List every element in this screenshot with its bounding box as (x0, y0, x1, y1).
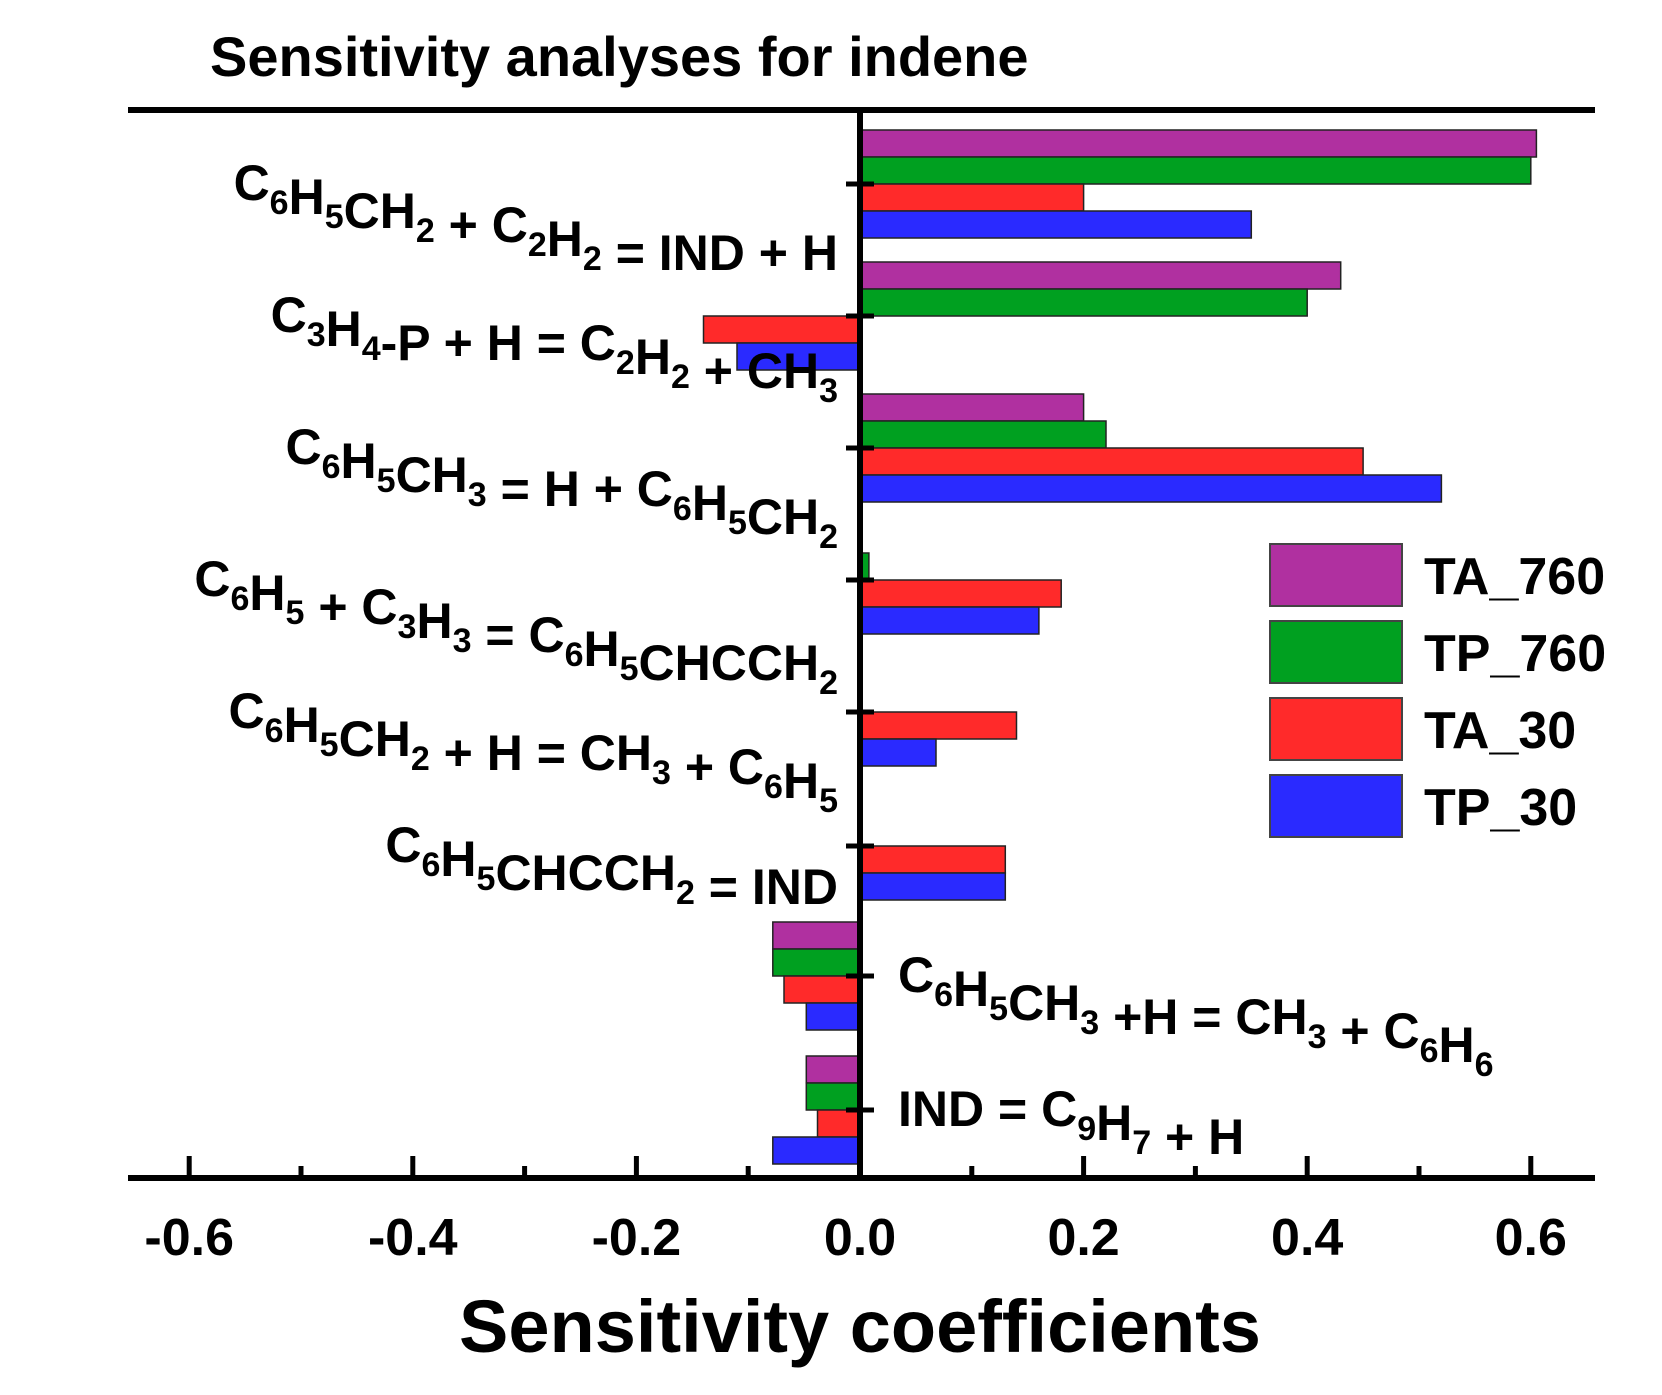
legend-label: TP_760 (1424, 625, 1606, 683)
x-tick-label: 0.4 (1271, 1209, 1343, 1267)
bar-tp-760-7 (772, 948, 861, 977)
legend-swatch-tp-30 (1269, 774, 1403, 838)
bar-tp-30-3 (859, 474, 1443, 503)
bar-tp-760-1 (859, 156, 1532, 185)
bar-ta-30-8 (816, 1109, 861, 1138)
category-label: C6H5CH3 +H = CH3 + C6H6 (898, 947, 1494, 1084)
category-label: C6H5CH2 + H = CH3 + C6H5 (229, 683, 838, 820)
legend-swatch-tp-760 (1269, 620, 1403, 684)
x-tick-label: -0.4 (368, 1209, 458, 1267)
legend-label: TP_30 (1424, 779, 1577, 837)
bar-tp-30-8 (772, 1136, 861, 1165)
bar-ta-760-7 (772, 921, 861, 950)
bar-tp-30-1 (859, 210, 1253, 239)
legend-swatch-ta-30 (1269, 697, 1403, 761)
bar-tp-30-4 (859, 606, 1040, 635)
category-label: IND = C9H7 + H (898, 1081, 1244, 1165)
bar-ta-760-1 (859, 129, 1538, 158)
bar-ta-30-7 (783, 975, 861, 1004)
legend-label: TA_760 (1424, 548, 1605, 606)
category-label: C6H5CH3 = H + C6H5CH2 (286, 419, 838, 556)
bar-ta-30-4 (859, 579, 1062, 608)
bar-ta-30-3 (859, 447, 1364, 476)
bar-tp-760-2 (859, 288, 1308, 317)
bar-tp-760-8 (805, 1082, 861, 1111)
bar-ta-760-8 (805, 1055, 861, 1084)
legend-swatch-ta-760 (1269, 543, 1403, 607)
bar-ta-30-2 (702, 315, 861, 344)
legend: TA_760 TP_760 TA_30 TP_30 (1269, 543, 1606, 838)
category-label: C6H5 + C3H3 = C6H5CHCCH2 (194, 551, 838, 702)
x-tick-label: -0.6 (144, 1209, 234, 1267)
category-label: C6H5CHCCH2 = IND (385, 817, 838, 915)
bar-tp-760-3 (859, 420, 1107, 449)
x-tick-label: 0.2 (1047, 1209, 1119, 1267)
bar-ta-760-3 (859, 393, 1085, 422)
category-label: C6H5CH2 + C2H2 = IND + H (234, 155, 838, 281)
x-tick-label: 0.0 (824, 1209, 896, 1267)
bar-tp-30-5 (859, 738, 937, 767)
chart-title: Sensitivity analyses for indene (210, 25, 1029, 88)
bars-layer (702, 129, 1538, 1165)
x-tick-label: -0.2 (592, 1209, 682, 1267)
category-label: C3H4-P + H = C2H2 + CH3 (271, 287, 838, 410)
x-tick-label: 0.6 (1495, 1209, 1567, 1267)
bar-ta-30-6 (859, 845, 1007, 874)
bar-ta-30-1 (859, 183, 1085, 212)
x-axis-title: Sensitivity coefficients (459, 1285, 1261, 1368)
bar-tp-30-7 (805, 1002, 861, 1031)
legend-label: TA_30 (1424, 702, 1576, 760)
bar-tp-30-6 (859, 872, 1007, 901)
ticks-layer: -0.6 -0.4 -0.2 0.0 0.2 0.4 0.6 (144, 1156, 1567, 1267)
bar-ta-760-2 (859, 261, 1342, 290)
bar-ta-30-5 (859, 711, 1018, 740)
